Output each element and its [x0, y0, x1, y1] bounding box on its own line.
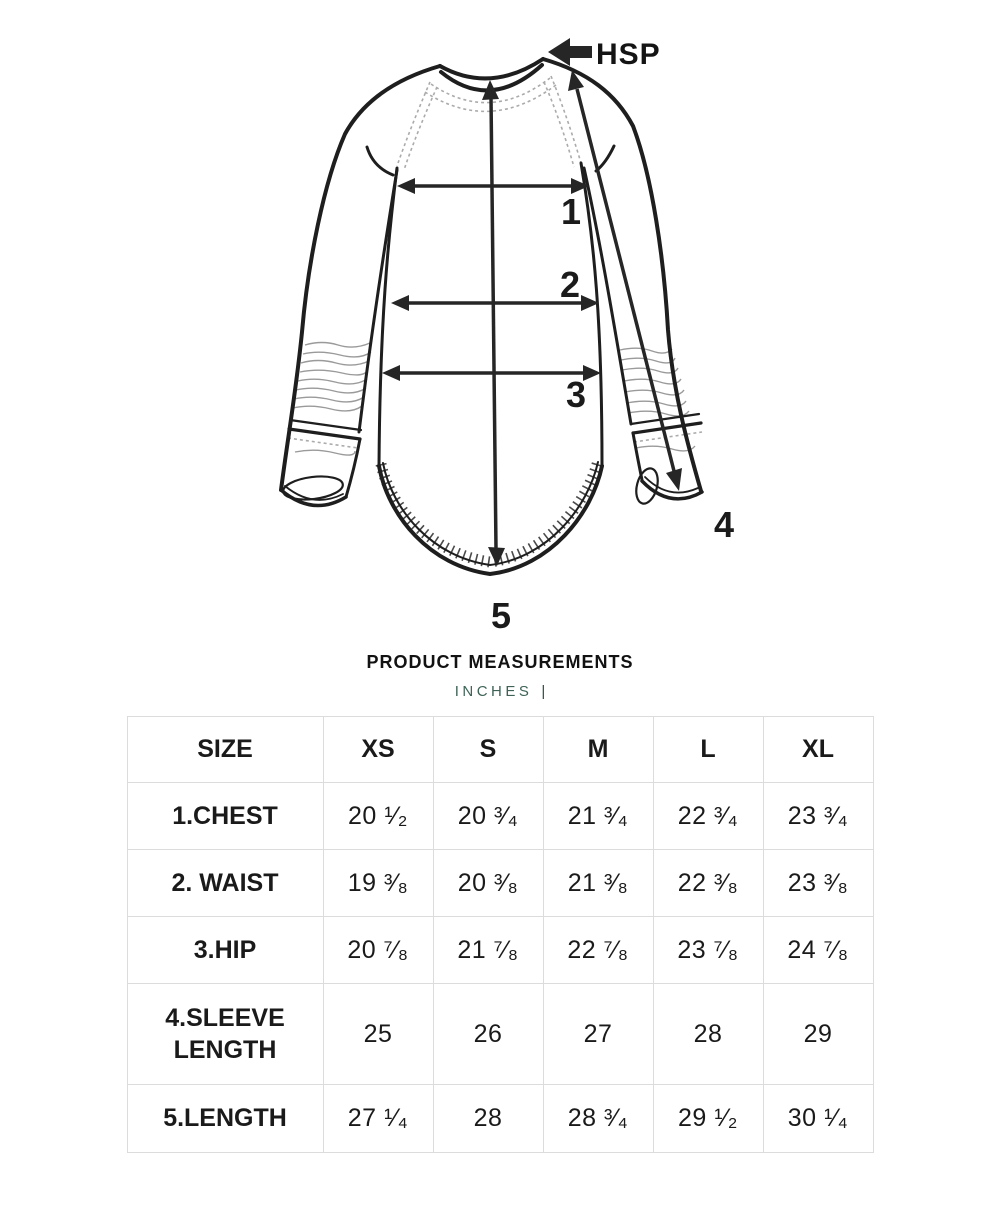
- hem-hatching: [375, 459, 604, 568]
- garment-measurement-diagram: HSP 1 2 3 4 5: [279, 38, 734, 636]
- length-l-value: 29 ¹⁄₂: [652, 1084, 764, 1153]
- column-header-l: L: [652, 716, 764, 783]
- length-m-value: 28 ³⁄₄: [542, 1084, 654, 1153]
- sleeve-xl-value: 29: [762, 983, 874, 1085]
- column-header-xl: XL: [762, 716, 874, 783]
- waist-xs-value: 19 ³⁄₈: [322, 849, 434, 917]
- measurement-arrows: [382, 38, 682, 566]
- callout-sleeve: 4: [714, 504, 734, 545]
- hem-outer-line: [377, 464, 604, 577]
- right-underarm-notch: [594, 144, 616, 173]
- right-cuff-band-top: [629, 412, 701, 426]
- sleeve-arrow: [568, 70, 682, 491]
- hem-inner-line: [382, 461, 599, 567]
- row-label-waist: 2. WAIST: [126, 849, 324, 917]
- hip-s-value: 21 ⁷⁄₈: [432, 916, 544, 984]
- garment-outline: [279, 57, 704, 577]
- table-row-sleeve-length: 4.SLEEVE LENGTH 25 26 27 28 29: [126, 983, 874, 1085]
- hsp-arrow-icon: [548, 38, 592, 66]
- waist-xl-value: 23 ³⁄₈: [762, 849, 874, 917]
- sleeve-m-value: 27: [542, 983, 654, 1085]
- waist-l-value: 22 ³⁄₈: [652, 849, 764, 917]
- column-header-size: SIZE: [126, 716, 324, 783]
- row-label-hip: 3.HIP: [126, 916, 324, 984]
- left-cuff-inner-edge: [344, 437, 362, 499]
- left-cuff-band-bottom: [287, 427, 362, 441]
- right-cuff-opening: [635, 467, 659, 505]
- right-sleeve-inner: [582, 166, 633, 426]
- garment-diagram-svg: HSP 1 2 3 4 5: [279, 38, 734, 636]
- callout-waist: 2: [560, 264, 580, 305]
- table-row-waist: 2. WAIST 19 ³⁄₈ 20 ³⁄₈ 21 ³⁄₈ 22 ³⁄₈ 23 …: [126, 849, 874, 917]
- left-cuff-stitch: [287, 437, 359, 449]
- left-raglan-stitch-1: [396, 81, 431, 167]
- body-right-side: [579, 161, 604, 468]
- units-label: INCHES: [454, 683, 533, 700]
- units-line: INCHES |: [0, 683, 1000, 700]
- table-header-row: SIZE XS S M L XL: [126, 716, 874, 783]
- left-cuff-bottom: [279, 488, 348, 508]
- left-sleeve-outer: [279, 64, 442, 492]
- yoke-stitch-inner: [424, 84, 557, 113]
- waist-m-value: 21 ³⁄₈: [542, 849, 654, 917]
- chest-xs-value: 20 ¹⁄₂: [322, 782, 434, 850]
- hip-arrow: [382, 365, 601, 381]
- chest-l-value: 22 ³⁄₄: [652, 782, 764, 850]
- hsp-label: HSP: [596, 38, 661, 71]
- hip-xs-value: 20 ⁷⁄₈: [322, 916, 434, 984]
- right-cuff-rim: [644, 476, 699, 494]
- waist-s-value: 20 ³⁄₈: [432, 849, 544, 917]
- table-row-length: 5.LENGTH 27 ¹⁄₄ 28 28 ³⁄₄ 29 ¹⁄₂ 30 ¹⁄₄: [126, 1084, 874, 1153]
- callout-length: 5: [491, 595, 511, 636]
- row-label-length: 5.LENGTH: [126, 1084, 324, 1153]
- body-left-side: [377, 166, 399, 468]
- page-title: PRODUCT MEASUREMENTS: [366, 652, 634, 672]
- column-header-s: S: [432, 716, 544, 783]
- hip-l-value: 23 ⁷⁄₈: [652, 916, 764, 984]
- length-xl-value: 30 ¹⁄₄: [762, 1084, 874, 1153]
- sleeve-xs-value: 25: [322, 983, 434, 1085]
- chest-xl-value: 23 ³⁄₄: [762, 782, 874, 850]
- sleeve-s-value: 26: [432, 983, 544, 1085]
- left-cuff-opening: [282, 475, 344, 501]
- length-xs-value: 27 ¹⁄₄: [322, 1084, 434, 1153]
- stitch-seams: [287, 75, 703, 449]
- chest-m-value: 21 ³⁄₄: [542, 782, 654, 850]
- column-header-m: M: [542, 716, 654, 783]
- callout-chest: 1: [561, 191, 581, 232]
- table-row-chest: 1.CHEST 20 ¹⁄₂ 20 ³⁄₄ 21 ³⁄₄ 22 ³⁄₄ 23 ³…: [126, 782, 874, 850]
- left-raglan-stitch-2: [403, 86, 438, 171]
- left-cuff-band-top: [288, 418, 363, 432]
- collar-top: [438, 57, 545, 81]
- hip-m-value: 22 ⁷⁄₈: [542, 916, 654, 984]
- size-table: SIZE XS S M L XL 1.CHEST 20 ¹⁄₂ 20 ³⁄₄ 2…: [126, 716, 874, 1153]
- right-cuff-bottom: [640, 479, 704, 501]
- column-header-xs: XS: [322, 716, 434, 783]
- units-divider: |: [541, 683, 546, 700]
- hip-xl-value: 24 ⁷⁄₈: [762, 916, 874, 984]
- chest-s-value: 20 ³⁄₄: [432, 782, 544, 850]
- length-s-value: 28: [432, 1084, 544, 1153]
- row-label-sleeve-length: 4.SLEEVE LENGTH: [126, 983, 324, 1085]
- sleeve-l-value: 28: [652, 983, 764, 1085]
- right-raglan-stitch-1: [550, 75, 582, 164]
- left-underarm-notch: [365, 145, 395, 177]
- right-cuff-band-bottom: [631, 421, 703, 435]
- length-arrow: [482, 80, 505, 566]
- sleeve-ruching: [292, 341, 696, 456]
- callout-hip: 3: [566, 374, 586, 415]
- right-cuff-inner-edge: [631, 431, 644, 482]
- row-label-chest: 1.CHEST: [126, 782, 324, 850]
- table-row-hip: 3.HIP 20 ⁷⁄₈ 21 ⁷⁄₈ 22 ⁷⁄₈ 23 ⁷⁄₈ 24 ⁷⁄₈: [126, 916, 874, 984]
